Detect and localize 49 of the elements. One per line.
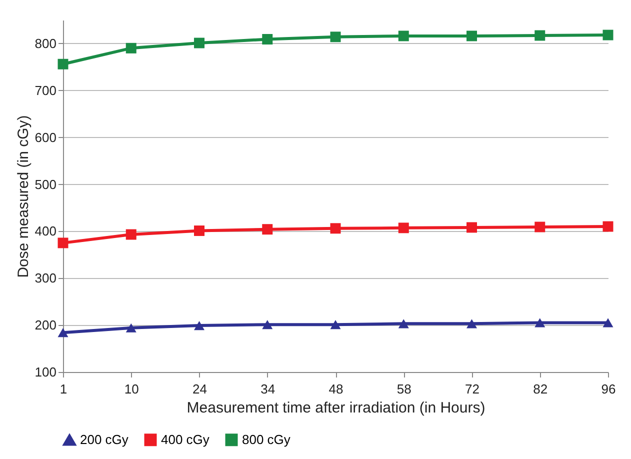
point: [194, 225, 204, 236]
x-tick-label: 96: [601, 382, 616, 396]
x-tick-label: 72: [465, 382, 480, 396]
point: [58, 328, 68, 338]
point: [602, 221, 614, 232]
point: [330, 223, 341, 234]
point: [466, 319, 477, 328]
y-tick-label: 400: [34, 224, 56, 239]
point: [534, 30, 546, 41]
y-tick-label: 100: [34, 364, 56, 380]
point: [602, 318, 614, 328]
y-tick-label: 200: [34, 318, 56, 333]
point: [194, 38, 204, 48]
x-tick-label: 48: [328, 382, 344, 396]
legend-label: 200 cGy: [80, 432, 129, 448]
y-tick-label: 500: [34, 176, 56, 192]
point: [398, 319, 409, 328]
y-tick-label: 800: [34, 36, 56, 51]
x-tick-label: 10: [124, 382, 139, 396]
point: [126, 42, 136, 54]
point: [398, 30, 409, 42]
x-tick-label: 34: [260, 382, 276, 396]
point: [466, 222, 477, 233]
point: [330, 320, 341, 330]
point: [466, 30, 477, 42]
point: [534, 318, 546, 328]
x-tick-label: 1: [60, 382, 68, 396]
point: [330, 32, 341, 42]
x-tick-label: 24: [192, 382, 207, 396]
point: [58, 238, 68, 248]
point: [262, 34, 273, 44]
point: [534, 222, 546, 232]
point: [126, 229, 136, 240]
x-tick-label: 82: [533, 382, 548, 396]
point: [58, 58, 68, 70]
point: [126, 323, 136, 332]
y-tick-label: 300: [34, 270, 56, 286]
point: [262, 320, 273, 330]
y-tick-label: 600: [34, 130, 56, 145]
point: [398, 222, 409, 234]
legend-label: 800 cGy: [242, 432, 291, 447]
point: [194, 320, 204, 330]
legend-label: 400 cGy: [161, 432, 210, 447]
point: [262, 224, 273, 235]
y-axis-title: Dose measured (in cGy): [14, 115, 32, 278]
x-axis-title: Measurement time after irradiation (in Hours): [186, 400, 486, 416]
x-tick-label: 58: [396, 382, 412, 396]
point: [602, 30, 614, 40]
y-tick-label: 700: [34, 82, 56, 98]
